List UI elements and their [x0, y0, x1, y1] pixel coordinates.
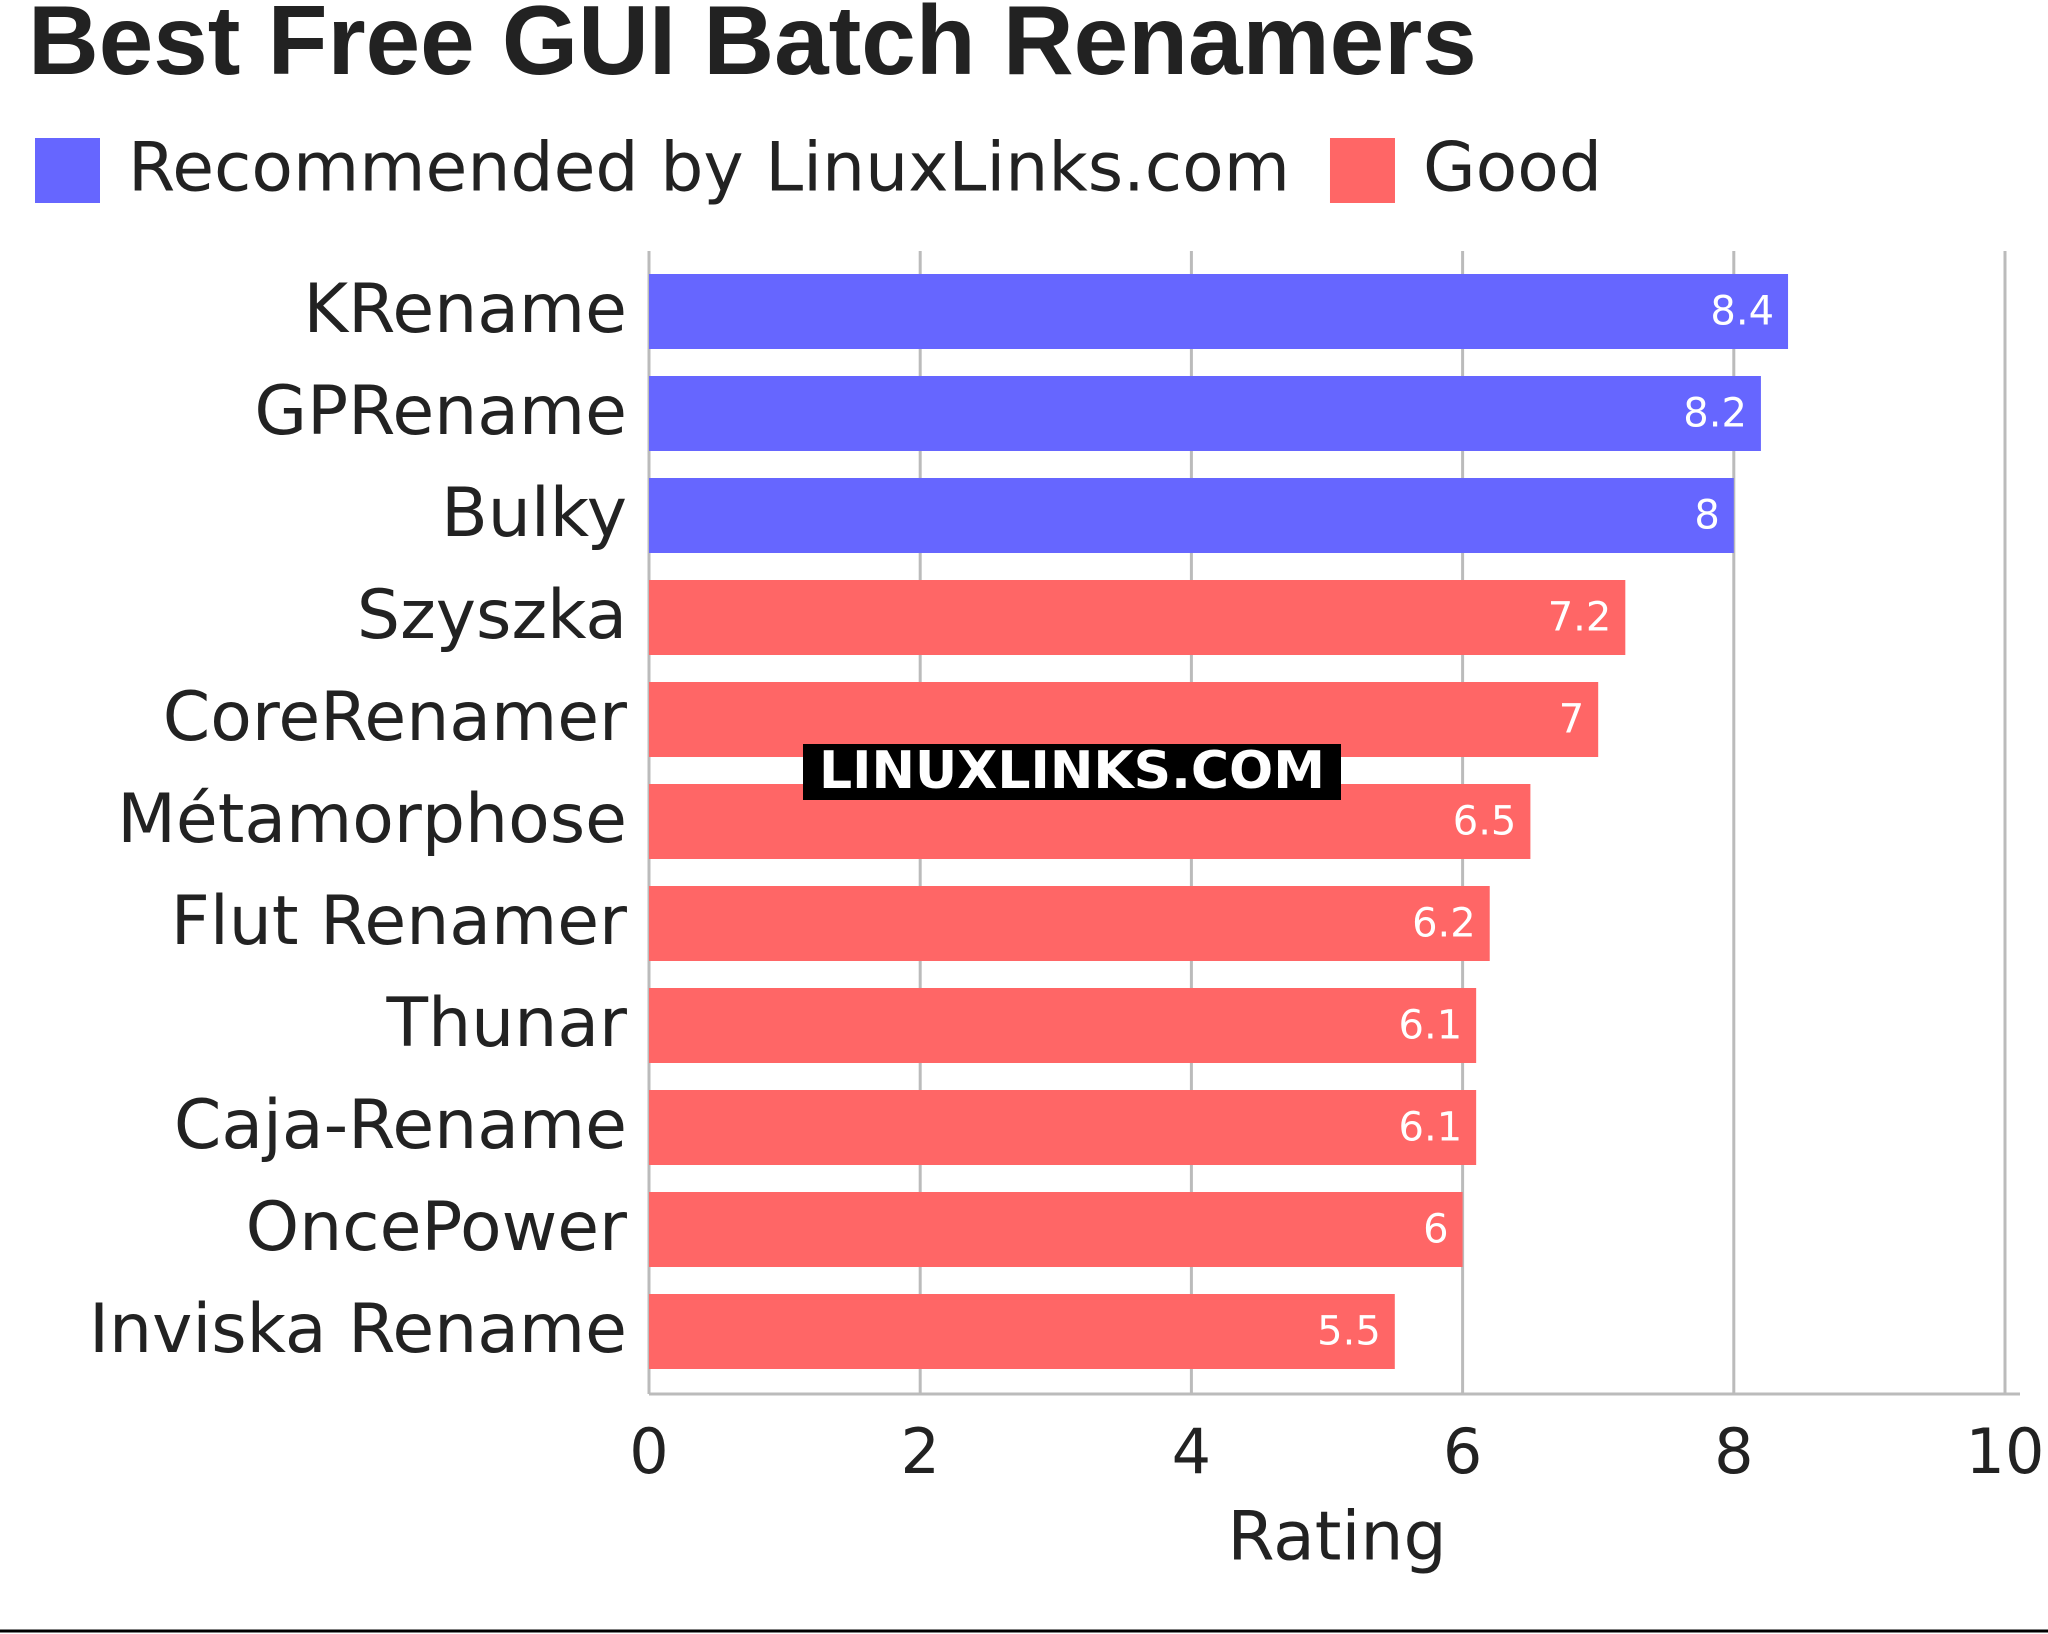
y-tick-label: Métamorphose [117, 780, 627, 859]
x-tick-label: 6 [1443, 1415, 1482, 1488]
bar [649, 376, 1761, 451]
legend-label: Good [1423, 129, 1602, 208]
x-axis-title: Rating [1227, 1498, 1446, 1577]
y-tick-label: Caja-Rename [174, 1086, 627, 1165]
value-label: 8.2 [1683, 391, 1747, 437]
watermark: LINUXLINKS.COM [819, 741, 1325, 801]
x-tick-label: 8 [1714, 1415, 1753, 1488]
value-label: 6.5 [1453, 799, 1517, 845]
bar [649, 886, 1490, 961]
value-label: 6 [1423, 1207, 1448, 1253]
value-label: 7.2 [1548, 595, 1612, 641]
y-tick-label: Bulky [441, 474, 627, 553]
y-tick-label: Flut Renamer [171, 882, 627, 961]
x-tick-label: 2 [900, 1415, 939, 1488]
y-tick-label: GPRename [254, 372, 627, 451]
y-tick-label: OncePower [246, 1188, 627, 1267]
value-label: 7 [1559, 697, 1584, 743]
chart-title: Best Free GUI Batch Renamers [28, 0, 1477, 95]
legend-swatch [35, 138, 100, 203]
value-label: 8 [1694, 493, 1719, 539]
watermark-bg [803, 744, 1341, 800]
bar [649, 1090, 1477, 1165]
bar [649, 1294, 1395, 1369]
value-label: 6.1 [1399, 1105, 1463, 1151]
x-tick-label: 10 [1966, 1415, 2045, 1488]
y-tick-label: Szyszka [357, 576, 627, 655]
legend-swatch [1329, 138, 1395, 203]
bar [649, 580, 1626, 655]
value-label: 6.2 [1412, 901, 1476, 947]
bar [649, 1192, 1463, 1267]
bar [649, 274, 1789, 349]
y-tick-label: Thunar [386, 984, 628, 1063]
y-tick-label: CoreRenamer [163, 678, 627, 757]
bar [649, 478, 1734, 553]
y-tick-label: KRename [304, 270, 627, 349]
legend-label: Recommended by LinuxLinks.com [128, 129, 1290, 208]
value-label: 8.4 [1710, 289, 1774, 335]
x-tick-label: 4 [1172, 1415, 1211, 1488]
x-tick-label: 0 [629, 1415, 668, 1488]
value-label: 5.5 [1317, 1309, 1381, 1355]
value-label: 6.1 [1399, 1003, 1463, 1049]
bar [649, 988, 1477, 1063]
y-tick-label: Inviska Rename [89, 1290, 627, 1369]
